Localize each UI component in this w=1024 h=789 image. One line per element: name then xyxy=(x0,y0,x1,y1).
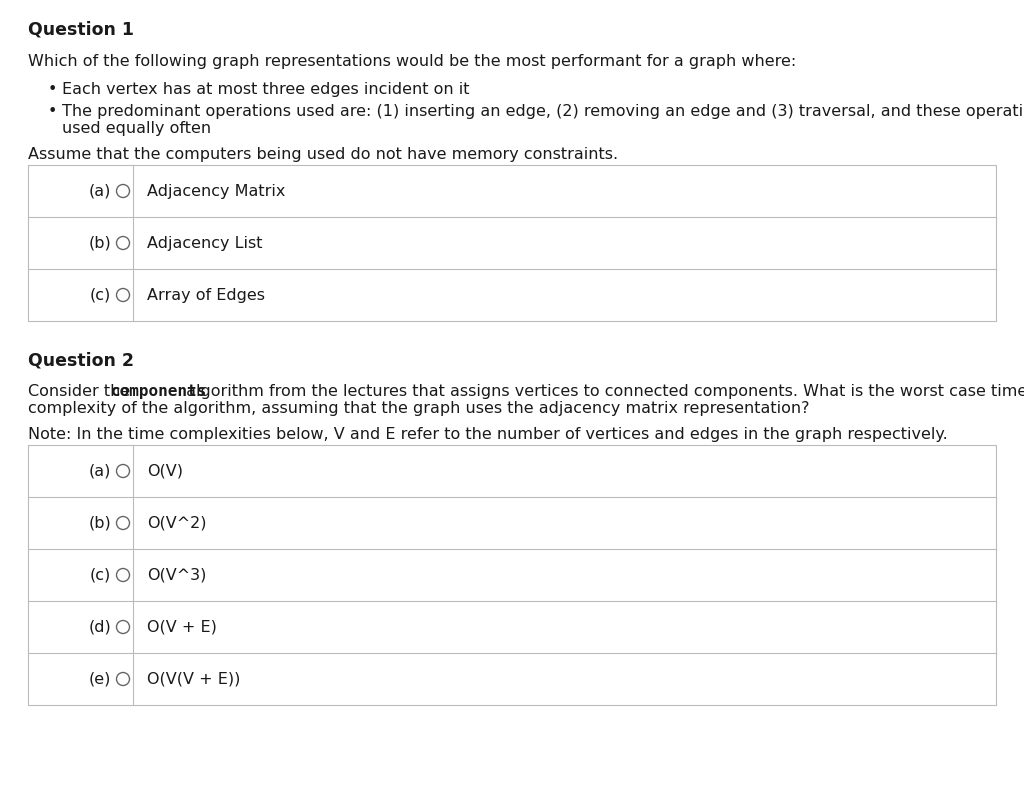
Text: algorithm from the lectures that assigns vertices to connected components. What : algorithm from the lectures that assigns… xyxy=(180,384,1024,399)
Text: (b): (b) xyxy=(88,515,111,530)
Text: The predominant operations used are: (1) inserting an edge, (2) removing an edge: The predominant operations used are: (1)… xyxy=(62,104,1024,119)
Circle shape xyxy=(117,569,129,581)
Text: (a): (a) xyxy=(89,184,111,199)
Text: (a): (a) xyxy=(89,463,111,478)
Circle shape xyxy=(117,517,129,529)
Text: complexity of the algorithm, assuming that the graph uses the adjacency matrix r: complexity of the algorithm, assuming th… xyxy=(28,401,810,416)
Text: components: components xyxy=(111,384,207,399)
Text: •: • xyxy=(48,82,57,97)
Text: Note: In the time complexities below, V and E refer to the number of vertices an: Note: In the time complexities below, V … xyxy=(28,427,948,442)
Text: O(V^3): O(V^3) xyxy=(147,567,207,582)
Text: O(V + E): O(V + E) xyxy=(147,619,217,634)
Bar xyxy=(28,165,996,321)
Circle shape xyxy=(117,465,129,477)
Text: O(V): O(V) xyxy=(147,463,183,478)
Circle shape xyxy=(117,620,129,634)
Text: (d): (d) xyxy=(88,619,111,634)
Text: Array of Edges: Array of Edges xyxy=(147,287,265,302)
Circle shape xyxy=(117,672,129,686)
Text: Consider the: Consider the xyxy=(28,384,135,399)
Text: Question 2: Question 2 xyxy=(28,351,134,369)
Circle shape xyxy=(117,237,129,249)
Text: used equally often: used equally often xyxy=(62,121,211,136)
Circle shape xyxy=(117,289,129,301)
Text: Each vertex has at most three edges incident on it: Each vertex has at most three edges inci… xyxy=(62,82,469,97)
Text: Assume that the computers being used do not have memory constraints.: Assume that the computers being used do … xyxy=(28,147,618,162)
Text: Question 1: Question 1 xyxy=(28,20,134,38)
Circle shape xyxy=(117,185,129,197)
Text: •: • xyxy=(48,104,57,119)
Text: Which of the following graph representations would be the most performant for a : Which of the following graph representat… xyxy=(28,54,797,69)
Text: (c): (c) xyxy=(90,287,111,302)
Text: O(V(V + E)): O(V(V + E)) xyxy=(147,671,241,686)
Text: (b): (b) xyxy=(88,235,111,250)
Bar xyxy=(28,445,996,705)
Text: Adjacency Matrix: Adjacency Matrix xyxy=(147,184,286,199)
Text: O(V^2): O(V^2) xyxy=(147,515,207,530)
Text: (c): (c) xyxy=(90,567,111,582)
Text: Adjacency List: Adjacency List xyxy=(147,235,262,250)
Text: (e): (e) xyxy=(89,671,111,686)
